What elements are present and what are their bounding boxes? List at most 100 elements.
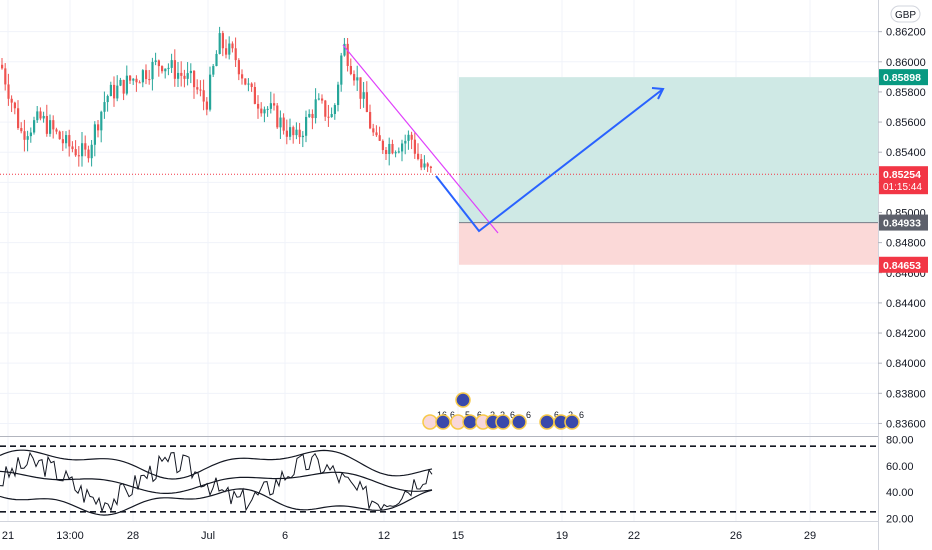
- candle-body: [109, 84, 112, 97]
- candle-body: [340, 55, 343, 85]
- price-tag-text: 0.85898: [883, 72, 921, 84]
- projection-arrowhead: [651, 87, 665, 100]
- candle-body: [167, 67, 170, 69]
- oscillator-tick-label: 40.00: [886, 487, 914, 499]
- candle-body: [116, 85, 119, 99]
- candle-body: [388, 143, 391, 155]
- candle-body: [58, 131, 61, 140]
- event-marker[interactable]: 6: [564, 410, 584, 430]
- candle-body: [209, 74, 212, 110]
- oscillator-upper-band: [0, 449, 433, 480]
- price-tag-text: 0.84653: [883, 260, 921, 272]
- candle-body: [196, 87, 199, 90]
- candle-body: [417, 153, 420, 160]
- position-tool[interactable]: [459, 77, 878, 265]
- candle-body: [61, 139, 64, 144]
- event-count: 6: [579, 410, 584, 420]
- candle-body: [13, 102, 16, 109]
- price-tag-bg: [879, 214, 928, 231]
- candle-body: [253, 86, 256, 104]
- candle-body: [189, 70, 192, 74]
- projection-path: [435, 88, 664, 233]
- candle-body: [237, 60, 240, 75]
- event-flag-icon: [495, 414, 511, 430]
- stop-price-tag[interactable]: 0.84653: [879, 256, 928, 273]
- candle-body: [410, 134, 413, 140]
- candle-body: [260, 108, 263, 114]
- candle-body: [161, 66, 164, 72]
- candle-body: [397, 151, 400, 153]
- candle-body: [308, 113, 311, 117]
- oscillator-tick-label: 60.00: [886, 461, 914, 473]
- candle-body: [122, 79, 125, 94]
- candle-body: [148, 79, 151, 81]
- time-axis[interactable]: 21 13:00 28 Jul 6 12 15 19 22 26 29: [0, 521, 878, 543]
- candle-body: [394, 152, 397, 154]
- price-tick-label: 0.84400: [886, 298, 926, 310]
- candle-body: [234, 48, 237, 61]
- candle-body: [343, 43, 346, 56]
- price-candles: [0, 26, 878, 175]
- candle-body: [154, 60, 157, 62]
- candle-body: [250, 83, 253, 87]
- time-tick-label: 22: [628, 530, 640, 542]
- oscillator-lower-band: [0, 488, 433, 516]
- candle-body: [157, 60, 160, 67]
- candle-body: [151, 61, 154, 80]
- currency-button[interactable]: GBP: [890, 5, 921, 23]
- oscillator-tick-label: 80.00: [886, 435, 914, 447]
- candle-body: [301, 135, 304, 138]
- candle-body: [100, 111, 103, 131]
- event-flag-icon: [511, 414, 527, 430]
- candle-body: [372, 128, 375, 133]
- candle-body: [36, 111, 39, 121]
- event-marker[interactable]: 6: [495, 410, 515, 430]
- candle-body: [164, 68, 167, 72]
- candle-body: [212, 66, 215, 75]
- candle-body: [20, 128, 23, 132]
- candle-body: [362, 92, 365, 99]
- drawings[interactable]: [342, 44, 665, 234]
- candle-body: [103, 102, 106, 112]
- candle-body: [177, 72, 180, 79]
- candle-body: [202, 90, 205, 102]
- candle-body: [225, 48, 228, 55]
- candle-body: [321, 98, 324, 101]
- price-axis[interactable]: 0.86200 0.86000 0.85800 0.85600 0.85400 0.852…: [878, 0, 932, 550]
- candle-body: [52, 120, 55, 130]
- candle-body: [269, 103, 272, 109]
- entry-price-tag[interactable]: 0.84933: [879, 214, 928, 231]
- candle-body: [282, 117, 285, 131]
- price-tick-label: 0.86200: [886, 27, 926, 39]
- candle-body: [17, 108, 20, 129]
- candle-body: [266, 108, 269, 110]
- event-markers[interactable]: 166562266626: [422, 392, 584, 430]
- target-price-tag[interactable]: 0.85898: [879, 69, 928, 86]
- time-tick-label: 15: [452, 530, 464, 542]
- event-count: 6: [510, 410, 515, 420]
- event-marker[interactable]: 6: [435, 410, 455, 430]
- candle-body: [359, 77, 362, 99]
- candle-body: [42, 115, 45, 119]
- candle-body: [68, 135, 71, 147]
- candle-body: [333, 105, 336, 115]
- candle-body: [132, 78, 135, 81]
- candle-body: [231, 43, 234, 49]
- candle-body: [173, 60, 176, 79]
- event-count: 6: [477, 410, 482, 420]
- candle-body: [4, 68, 7, 85]
- candle-body: [45, 115, 48, 134]
- candle-body: [381, 140, 384, 151]
- time-tick-label: 12: [378, 530, 390, 542]
- candle-body: [180, 72, 183, 76]
- price-axis-bg: [878, 0, 932, 550]
- candle-body: [375, 132, 378, 136]
- candle-body: [247, 83, 250, 85]
- event-marker[interactable]: 6: [511, 410, 531, 430]
- candle-body: [49, 120, 52, 134]
- candle-body: [186, 73, 189, 79]
- candle-body: [218, 33, 221, 54]
- candle-body: [71, 146, 74, 150]
